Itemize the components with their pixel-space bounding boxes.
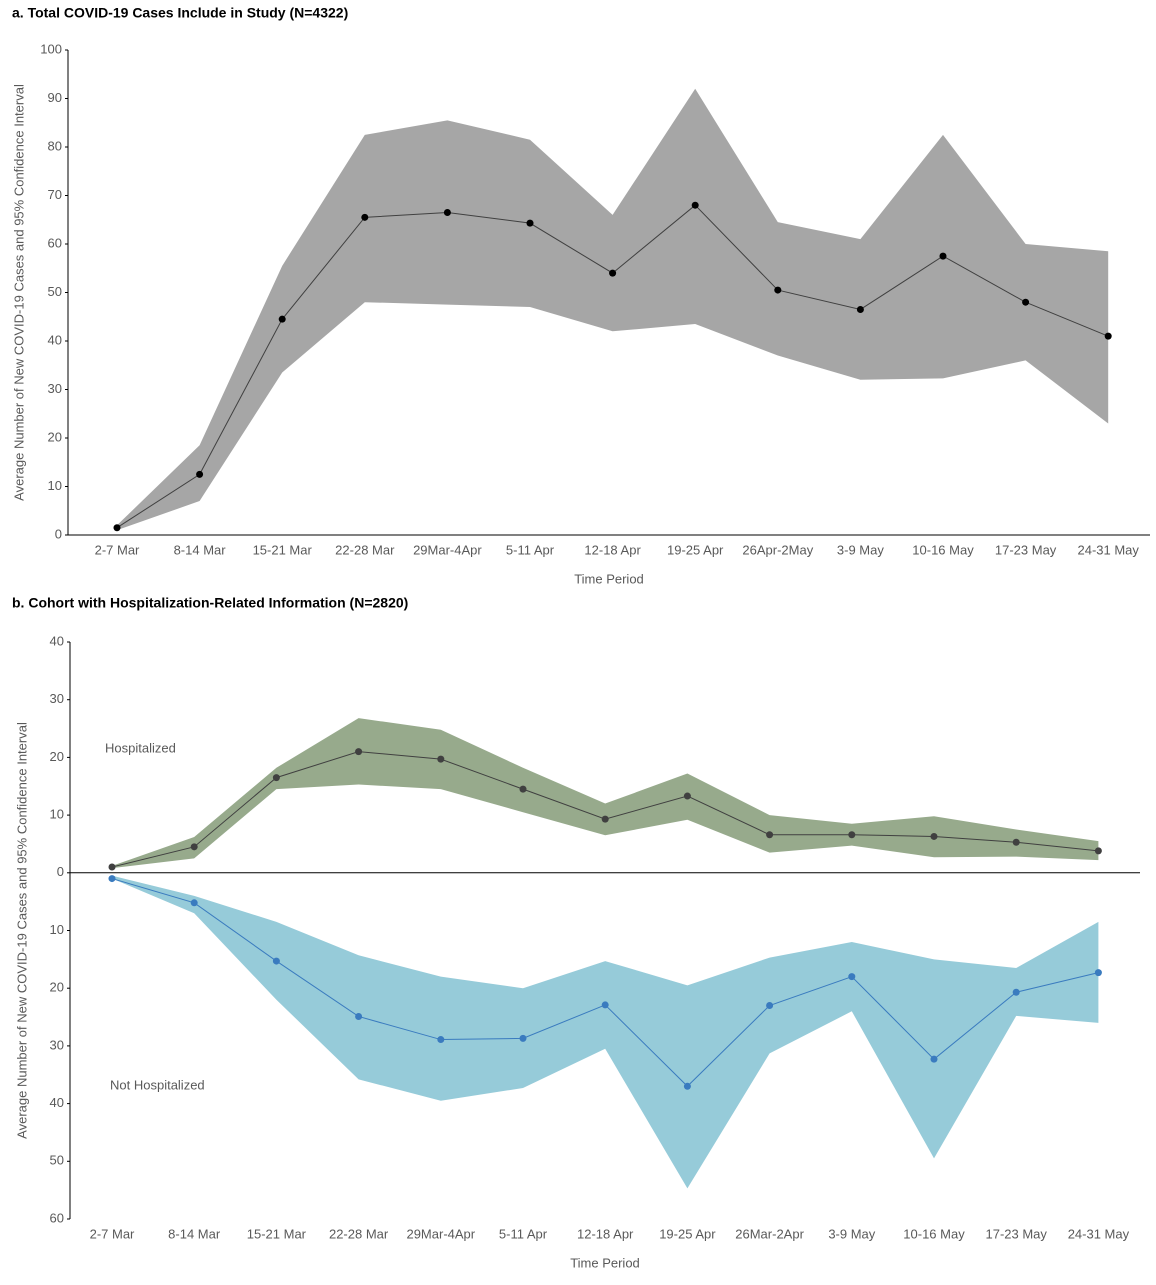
x-tick-label: 19-25 Apr	[659, 1226, 716, 1241]
marker	[930, 832, 938, 840]
x-tick-label: 2-7 Mar	[95, 542, 140, 557]
y-tick-label: 60	[50, 1210, 64, 1225]
confidence-band	[112, 718, 1099, 869]
y-tick-label: 30	[48, 381, 62, 396]
y-axis-title: Average Number of New COVID-19 Cases and…	[11, 84, 26, 501]
marker	[355, 748, 363, 756]
x-tick-label: 8-14 Mar	[168, 1226, 221, 1241]
y-tick-label: 90	[48, 90, 62, 105]
x-tick-label: 29Mar-4Apr	[406, 1226, 475, 1241]
marker	[1012, 838, 1020, 846]
x-tick-label: 24-31 May	[1077, 542, 1139, 557]
x-tick-label: 12-18 Apr	[584, 542, 641, 557]
marker	[848, 973, 856, 981]
y-tick-label: 40	[50, 633, 64, 648]
confidence-band	[112, 875, 1099, 1189]
y-tick-label: 10	[50, 807, 64, 822]
marker	[519, 785, 527, 793]
x-tick-label: 8-14 Mar	[174, 542, 227, 557]
marker	[355, 1012, 363, 1020]
marker	[939, 252, 947, 260]
marker	[1012, 988, 1020, 996]
marker	[766, 1002, 774, 1010]
chart-title: b. Cohort with Hospitalization-Related I…	[12, 595, 408, 611]
x-tick-label: 22-28 Mar	[335, 542, 395, 557]
marker	[930, 1055, 938, 1063]
marker	[519, 1034, 527, 1042]
x-tick-label: 12-18 Apr	[577, 1226, 634, 1241]
marker	[601, 815, 609, 823]
marker	[1104, 332, 1112, 340]
marker	[108, 863, 116, 871]
y-tick-label: 50	[50, 1153, 64, 1168]
x-tick-label: 5-11 Apr	[506, 542, 555, 557]
y-tick-label: 20	[50, 749, 64, 764]
y-tick-label: 30	[50, 1037, 64, 1052]
x-tick-label: 2-7 Mar	[90, 1226, 135, 1241]
marker	[683, 792, 691, 800]
chart-title: a. Total COVID-19 Cases Include in Study…	[12, 5, 348, 21]
y-tick-label: 20	[48, 429, 62, 444]
marker	[601, 1001, 609, 1009]
x-tick-label: 22-28 Mar	[329, 1226, 389, 1241]
confidence-band	[117, 88, 1109, 531]
y-tick-label: 70	[48, 187, 62, 202]
x-tick-label: 10-16 May	[903, 1226, 965, 1241]
y-tick-label: 50	[48, 284, 62, 299]
marker	[361, 213, 369, 221]
x-tick-label: 17-23 May	[985, 1226, 1047, 1241]
x-axis-title: Time Period	[574, 571, 644, 586]
x-tick-label: 19-25 Apr	[667, 542, 724, 557]
series-label: Hospitalized	[105, 740, 176, 755]
x-tick-label: 3-9 May	[828, 1226, 875, 1241]
marker	[1094, 847, 1102, 855]
marker	[108, 875, 116, 883]
marker	[848, 831, 856, 839]
marker	[443, 208, 451, 216]
x-axis-title: Time Period	[570, 1255, 640, 1270]
x-tick-label: 5-11 Apr	[499, 1226, 548, 1241]
marker	[774, 286, 782, 294]
y-tick-label: 60	[48, 235, 62, 250]
x-tick-label: 26Apr-2May	[742, 542, 813, 557]
y-axis-title: Average Number of New COVID-19 Cases and…	[14, 722, 29, 1139]
marker	[278, 315, 286, 323]
marker	[1022, 298, 1030, 306]
y-tick-label: 40	[48, 332, 62, 347]
y-tick-label: 10	[48, 478, 62, 493]
x-tick-label: 26Mar-2Apr	[735, 1226, 804, 1241]
marker	[609, 269, 617, 277]
x-tick-label: 15-21 Mar	[253, 542, 313, 557]
marker	[683, 1082, 691, 1090]
y-tick-label: 0	[55, 526, 62, 541]
y-tick-label: 10	[50, 922, 64, 937]
marker	[856, 305, 864, 313]
marker	[190, 899, 198, 907]
x-tick-label: 17-23 May	[995, 542, 1057, 557]
x-tick-label: 3-9 May	[837, 542, 884, 557]
y-tick-label: 80	[48, 138, 62, 153]
marker	[526, 219, 534, 227]
x-tick-label: 24-31 May	[1068, 1226, 1130, 1241]
marker	[437, 755, 445, 763]
y-tick-label: 100	[40, 41, 62, 56]
marker	[691, 201, 699, 209]
y-tick-label: 20	[50, 980, 64, 995]
x-tick-label: 10-16 May	[912, 542, 974, 557]
marker	[196, 470, 204, 478]
x-tick-label: 29Mar-4Apr	[413, 542, 482, 557]
x-tick-label: 15-21 Mar	[247, 1226, 307, 1241]
y-tick-label: 30	[50, 691, 64, 706]
marker	[272, 957, 280, 965]
marker	[190, 843, 198, 851]
marker	[1094, 969, 1102, 977]
series-label: Not Hospitalized	[110, 1077, 205, 1092]
y-tick-label: 40	[50, 1095, 64, 1110]
y-tick-label: 0	[57, 864, 64, 879]
marker	[272, 774, 280, 782]
marker	[437, 1036, 445, 1044]
marker	[113, 524, 121, 532]
marker	[766, 831, 774, 839]
